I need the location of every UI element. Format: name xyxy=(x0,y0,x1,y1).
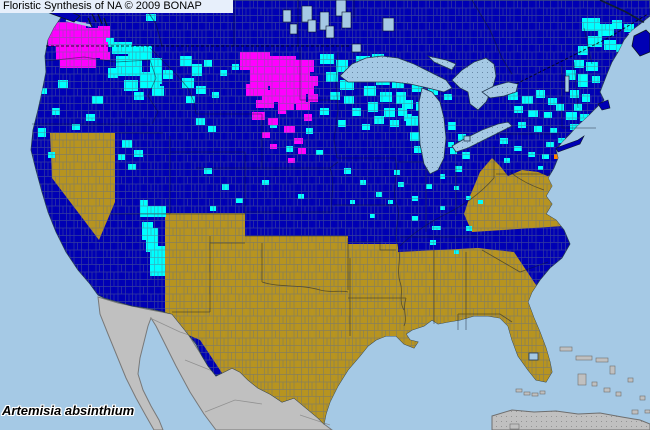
puget-sound-inlets xyxy=(87,13,108,28)
florida-key xyxy=(523,391,531,396)
lake-st-clair xyxy=(463,135,471,142)
canada-lake xyxy=(289,23,298,35)
canada-lake xyxy=(351,43,362,53)
lake-okeechobee xyxy=(528,352,539,361)
long-island xyxy=(555,135,585,153)
canada-lake xyxy=(282,9,292,23)
bahamas-island xyxy=(577,373,587,386)
canada-lake xyxy=(325,25,335,39)
canada-provincial-borders xyxy=(139,0,513,75)
map-title-text: Floristic Synthesis of NA © 2009 BONAP xyxy=(3,0,202,12)
map-title-bar: Floristic Synthesis of NA © 2009 BONAP xyxy=(0,0,233,13)
cape-cod xyxy=(597,99,611,111)
canada-small-lakes xyxy=(282,0,570,93)
bahamas-island xyxy=(603,387,611,393)
bahamas-island xyxy=(559,346,573,352)
florida-key xyxy=(539,390,546,395)
nova-scotia xyxy=(631,29,650,57)
bahamas-island xyxy=(591,381,598,387)
lake-huron-north-channel xyxy=(426,55,457,71)
great-lakes xyxy=(339,55,539,361)
canada-lake xyxy=(564,75,570,93)
cuba xyxy=(491,409,650,430)
florida-key xyxy=(515,388,523,393)
lake-michigan xyxy=(418,87,447,175)
bahamas-islands xyxy=(559,346,650,415)
lake-erie xyxy=(451,121,513,153)
state-borders xyxy=(32,27,596,336)
canada-lake xyxy=(307,19,317,33)
isle-of-youth xyxy=(509,423,520,430)
bahamas-island xyxy=(595,357,609,363)
lake-superior xyxy=(339,55,453,93)
bahamas-island xyxy=(609,365,616,375)
canada-lake xyxy=(301,5,313,23)
us-canada-border xyxy=(46,13,649,85)
bahamas-island xyxy=(627,377,634,383)
lake-ontario xyxy=(481,81,519,99)
st-lawrence-river xyxy=(599,0,650,27)
canada-lake xyxy=(335,0,347,17)
bay-of-fundy xyxy=(628,18,650,34)
florida-keys xyxy=(515,388,546,397)
species-name-label: Artemisia absinthium xyxy=(2,403,135,418)
bahamas-island xyxy=(644,409,650,414)
northeast-coast xyxy=(555,18,650,153)
canada-lake xyxy=(341,11,352,29)
bahamas-island xyxy=(631,409,639,415)
bahamas-island xyxy=(615,391,622,397)
bahamas-island xyxy=(639,395,646,401)
canada-lake xyxy=(382,17,395,32)
florida-key xyxy=(531,392,539,397)
canada-lake xyxy=(319,11,330,31)
bahamas-island xyxy=(575,355,593,361)
